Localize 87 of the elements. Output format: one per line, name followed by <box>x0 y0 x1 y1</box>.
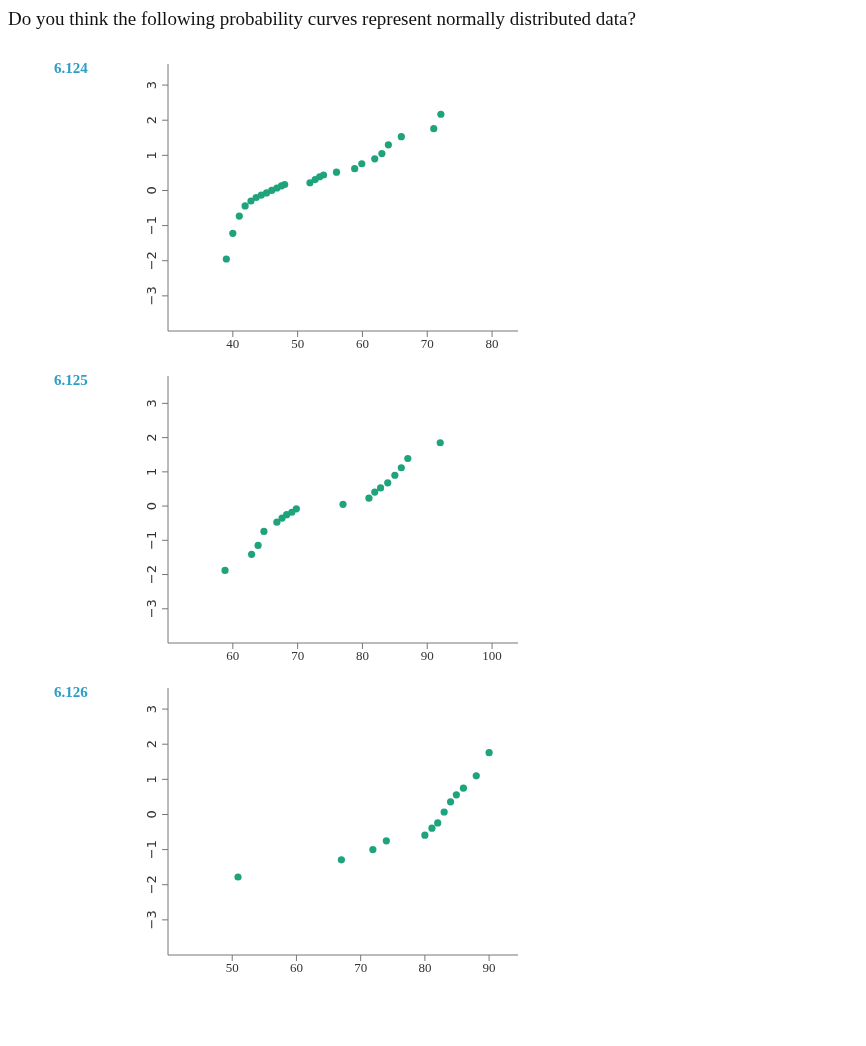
point <box>221 566 229 575</box>
point <box>260 527 268 536</box>
x-tick-label: 80 <box>355 648 369 664</box>
y-tick-label: −1 <box>144 216 159 236</box>
point <box>281 180 289 189</box>
x-tick-label: 60 <box>226 648 240 664</box>
y-tick-label: −1 <box>144 530 159 550</box>
point <box>339 500 347 508</box>
y-tick-label: −3 <box>144 599 159 619</box>
y-tick-label: 2 <box>144 740 159 749</box>
y-tick-label: 2 <box>144 116 159 125</box>
point <box>436 439 444 447</box>
y-tick-label: −3 <box>144 286 159 306</box>
y-tick-label: 1 <box>144 775 159 784</box>
y-tick-label: −1 <box>144 840 159 860</box>
x-tick-label: 80 <box>485 336 499 352</box>
point <box>292 505 300 513</box>
y-tick-label: 0 <box>144 810 159 819</box>
point <box>262 189 271 197</box>
y-tick-label: −2 <box>144 875 159 895</box>
point <box>428 824 436 832</box>
point <box>371 488 379 496</box>
point <box>472 772 480 780</box>
point <box>430 125 438 133</box>
point <box>358 160 366 168</box>
point <box>306 179 314 187</box>
x-tick-label: 90 <box>482 960 496 976</box>
point <box>247 197 255 205</box>
point <box>437 110 445 118</box>
point <box>378 149 386 158</box>
x-tick-label: 80 <box>418 960 432 976</box>
point <box>248 550 256 558</box>
point <box>332 168 341 176</box>
x-tick-label: 70 <box>420 336 434 352</box>
x-tick-label: 50 <box>291 336 305 352</box>
y-tick-label: 3 <box>144 399 159 408</box>
point <box>337 856 345 864</box>
point <box>254 541 262 550</box>
point <box>371 155 379 163</box>
point <box>440 808 448 816</box>
point <box>452 791 460 799</box>
y-tick-label: 0 <box>144 501 159 511</box>
y-tick-label: 2 <box>144 433 159 442</box>
chart-title: 6.126 <box>53 684 89 701</box>
x-tick-label: 50 <box>225 960 239 976</box>
point <box>434 819 442 827</box>
point <box>382 837 390 845</box>
point <box>273 518 281 526</box>
point <box>446 798 455 806</box>
y-tick-label: 0 <box>144 186 159 195</box>
point <box>365 494 373 502</box>
x-tick-label: 70 <box>354 960 368 976</box>
point <box>241 202 249 210</box>
x-tick-label: 60 <box>355 336 369 352</box>
text: Do you think the following probability curves represent normally distributed data? <box>8 8 637 30</box>
point <box>397 133 405 141</box>
point <box>459 784 468 792</box>
point <box>229 229 237 237</box>
x-tick-label: 70 <box>291 648 305 664</box>
point <box>384 141 392 149</box>
point <box>485 749 493 757</box>
point <box>222 255 230 263</box>
point <box>351 165 359 173</box>
x-tick-label: 40 <box>226 336 240 352</box>
y-tick-label: −3 <box>144 910 159 930</box>
x-tick-label: 90 <box>420 648 434 664</box>
point <box>421 831 429 839</box>
point <box>397 464 405 472</box>
x-tick-label: 100 <box>482 648 502 664</box>
point <box>404 454 412 463</box>
y-tick-label: 1 <box>144 467 159 476</box>
point <box>319 171 328 179</box>
chart-title: 6.124 <box>53 60 89 77</box>
y-tick-label: 3 <box>144 704 159 714</box>
point <box>234 873 242 881</box>
chart-title: 6.125 <box>53 372 89 389</box>
y-tick-label: −2 <box>144 564 159 585</box>
point <box>384 479 392 487</box>
point <box>391 471 399 479</box>
point <box>283 511 291 519</box>
x-tick-label: 60 <box>289 960 303 976</box>
point <box>235 212 243 220</box>
y-tick-label: 1 <box>144 151 159 160</box>
point <box>376 484 385 492</box>
point <box>369 846 377 854</box>
y-tick-label: −2 <box>144 251 159 271</box>
y-tick-label: 3 <box>144 80 159 90</box>
